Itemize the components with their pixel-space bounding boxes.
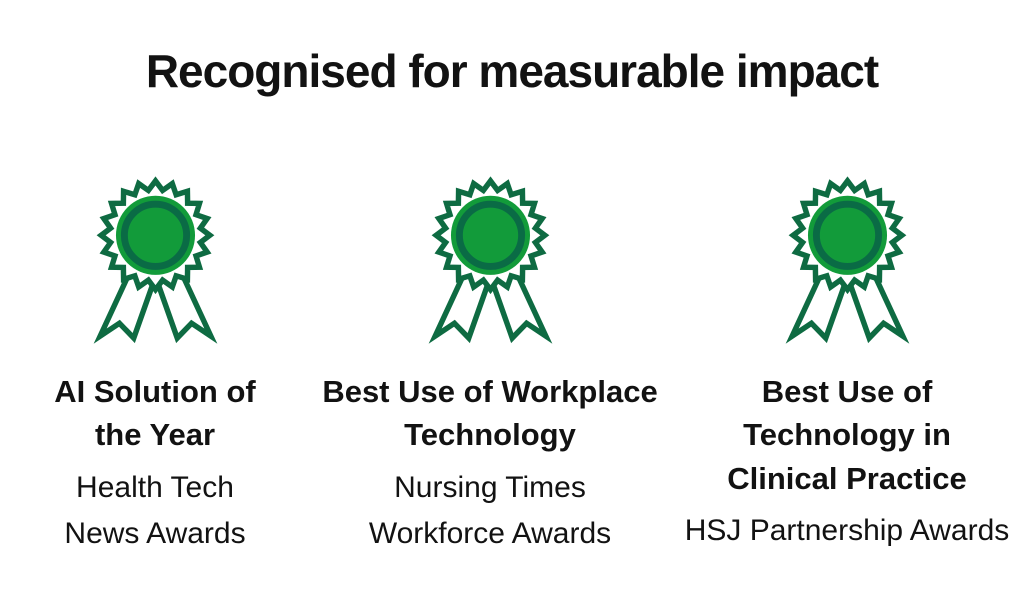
award-organisation: Nursing Times Workforce Awards — [368, 470, 612, 551]
award-organisation: Health Tech News Awards — [64, 470, 246, 551]
award-rosette-icon — [428, 176, 552, 344]
rosette-ring — [120, 200, 190, 270]
award-card: AI Solution of the Year Health Tech News… — [0, 176, 310, 558]
rosette-ring — [812, 200, 882, 270]
award-organisation: HSJ Partnership Awards — [684, 514, 1010, 548]
award-title: Best Use of Workplace Technology — [322, 374, 658, 453]
award-card: Best Use of Workplace Technology Nursing… — [310, 176, 670, 558]
award-rosette-icon — [93, 176, 217, 344]
award-rosette-icon — [785, 176, 909, 344]
page-title: Recognised for measurable impact — [145, 45, 879, 97]
award-title: AI Solution of the Year — [54, 374, 256, 453]
rosette-ring — [455, 200, 525, 270]
awards-row: AI Solution of the Year Health Tech News… — [0, 176, 1024, 558]
award-card: Best Use of Technology in Clinical Pract… — [670, 176, 1024, 555]
award-title: Best Use of Technology in Clinical Pract… — [727, 374, 967, 496]
